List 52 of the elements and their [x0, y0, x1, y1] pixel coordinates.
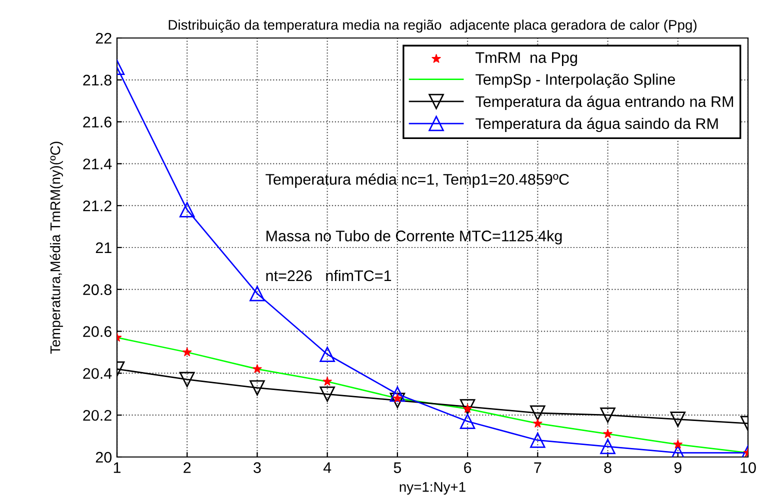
- point: [670, 412, 686, 427]
- x-tick-label: 7: [534, 462, 542, 473]
- annotation: Temperatura média nc=1, Temp1=20.4859ºC: [266, 173, 569, 188]
- x-tick-label: 3: [254, 462, 261, 474]
- point: [179, 202, 195, 218]
- chart-title: Distribuição da temperatura media na região adjacente placa geradora de calor (Ppg): [168, 20, 696, 33]
- point: [320, 346, 335, 362]
- y-tick-label: 20.2: [83, 410, 112, 421]
- point: [252, 364, 262, 373]
- point: [600, 407, 616, 423]
- point: [530, 405, 546, 421]
- y-tick-label: 20.6: [83, 326, 112, 337]
- legend-label: TmRM na Ppg: [476, 52, 577, 66]
- point: [460, 399, 476, 414]
- point: [530, 432, 546, 448]
- y-tick-label: 21: [96, 242, 112, 254]
- y-axis-title: Temperatura,Média TmRM(ny)(ºC): [50, 142, 63, 354]
- point: [322, 376, 332, 386]
- point: [600, 438, 616, 454]
- legend-label: Temperatura da água saindo da RM: [476, 118, 718, 132]
- x-tick-label: 2: [184, 462, 191, 473]
- y-tick-label: 21.2: [83, 200, 112, 212]
- y-tick-label: 21.8: [83, 74, 112, 86]
- x-tick-label: 4: [323, 462, 332, 473]
- point: [250, 286, 265, 302]
- annotation: Massa no Tubo de Corrente MTC=1125.4kg: [266, 230, 562, 244]
- point: [533, 418, 542, 428]
- x-tick-label: 5: [394, 462, 402, 474]
- point: [320, 386, 335, 402]
- y-tick-label: 20: [96, 452, 112, 463]
- annotation: nt=226 nfimTC=1: [266, 270, 392, 282]
- point: [179, 372, 195, 388]
- point: [390, 386, 406, 402]
- legend-label: Temperatura da água entrando na RM: [476, 96, 734, 110]
- y-tick-label: 20.8: [83, 284, 112, 296]
- y-tick-label: 20.4: [83, 368, 112, 379]
- x-axis-title: ny=1:Ny+1: [400, 482, 466, 495]
- legend-label: TempSp - Interpolação Spline: [476, 74, 675, 88]
- point: [250, 380, 265, 396]
- y-tick-label: 21.6: [83, 116, 112, 128]
- x-tick-label: 6: [464, 462, 472, 474]
- point: [390, 392, 406, 408]
- x-tick-label: 9: [674, 462, 682, 474]
- point: [673, 440, 682, 448]
- point: [603, 429, 612, 438]
- y-tick-label: 22: [96, 32, 112, 44]
- point: [182, 347, 192, 356]
- x-tick-label: 10: [740, 462, 756, 474]
- point: [460, 414, 476, 430]
- x-tick-label: 1: [114, 462, 121, 473]
- y-tick-label: 21.4: [83, 158, 112, 170]
- x-tick-label: 8: [604, 462, 612, 474]
